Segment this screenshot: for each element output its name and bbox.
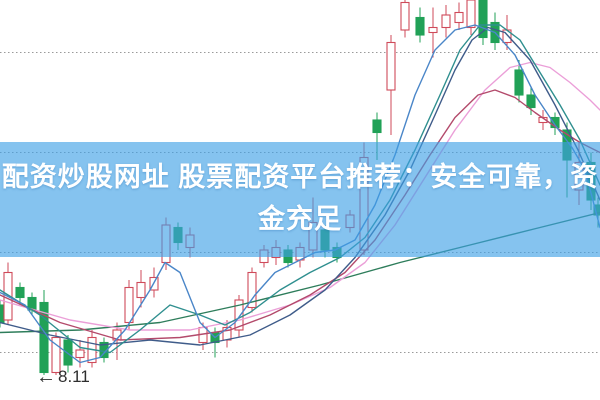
promo-banner-text-line2: 金充足 [258,204,342,234]
candle-body [550,116,560,129]
candle-body [75,349,85,359]
candle-body [124,286,134,324]
low-price-annotation: ← 8.11 [36,367,90,387]
candle-body [63,339,73,366]
candle-body [51,336,61,374]
candle-body [386,41,396,91]
low-price-label: 8.11 [58,367,90,386]
candle-body [441,14,451,29]
candle-body [372,119,382,134]
candle-body [234,299,244,331]
promo-banner-text-line1: 配资炒股网址 股票配资平台推荐：安全可靠，资 [1,162,599,192]
candle-body [478,0,488,39]
candle-body [0,304,5,324]
candle-body [466,0,476,29]
candle-body [247,271,257,309]
candle-body [526,94,536,109]
candle-body [400,1,410,31]
candle-body [514,69,524,96]
promo-banner[interactable]: 配资炒股网址 股票配资平台推荐：安全可靠，资 金充足 [0,142,600,257]
candle-body [454,11,464,24]
candle-body [428,26,438,34]
candle-body [15,286,25,299]
candle-body [415,16,425,36]
candle-body [136,281,146,299]
left-arrow-icon: ← [36,366,56,388]
candle-body [99,341,109,359]
